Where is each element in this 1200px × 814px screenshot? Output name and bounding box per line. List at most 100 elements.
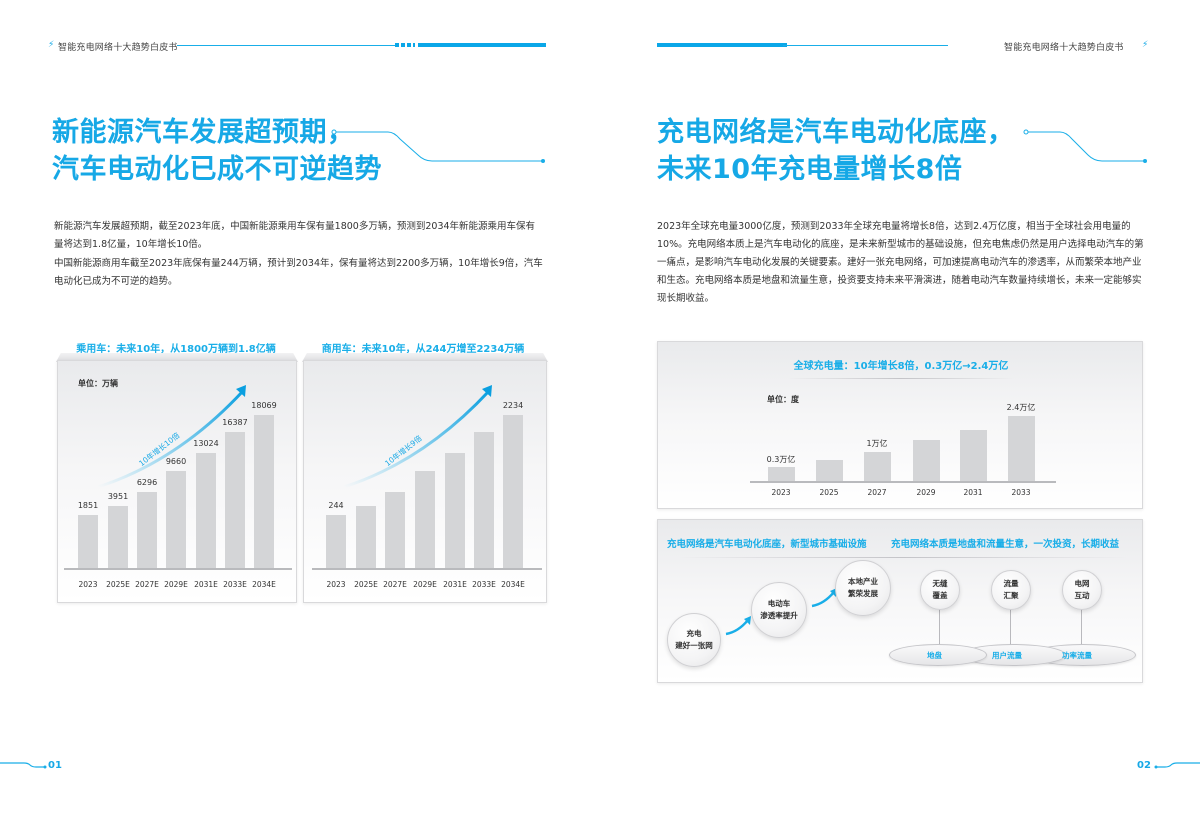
bar-2031E [445, 453, 465, 569]
bolt-icon: ⚡ [1142, 40, 1149, 50]
title-line-1: 新能源汽车发展超预期， [52, 117, 355, 148]
footer-line-icon [0, 762, 47, 769]
caption-divider [678, 557, 1128, 558]
pillar-line [1081, 600, 1082, 650]
intro-paragraph: 2023年全球充电量3000亿度，预测到2033年全球充电量将增长8倍，达到2.… [657, 221, 1144, 304]
pillar-label: 覆盖 [932, 591, 948, 600]
bar-2031 [960, 430, 987, 482]
pillar-label: 电网 [1074, 579, 1090, 588]
x-tick: 2027E [135, 580, 159, 589]
pillar-label: 汇聚 [1003, 591, 1019, 600]
bar-value: 1851 [77, 501, 99, 510]
bar-value: 9660 [165, 457, 187, 466]
x-tick: 2025E [106, 580, 130, 589]
x-tick: 2034E [501, 580, 525, 589]
bar-value: 13024 [193, 439, 219, 448]
bar-2033E [474, 432, 494, 569]
x-tick: 2027E [383, 580, 407, 589]
bar-2027E [137, 492, 157, 569]
x-axis [312, 568, 542, 570]
x-tick: 2029E [413, 580, 437, 589]
bar-2033E [225, 432, 245, 569]
running-header: 智能充电网络十大趋势白皮书 [1004, 43, 1124, 53]
step-label: 电动车 [767, 599, 791, 608]
pillar-line [939, 600, 940, 650]
x-tick: 2023 [326, 580, 346, 589]
bar-2029E [166, 471, 186, 569]
caption-divider [788, 378, 1014, 379]
title-line-1: 充电网络是汽车电动化底座， [657, 117, 1015, 148]
x-tick: 2029E [164, 580, 188, 589]
circuit-line-icon [331, 129, 545, 163]
growth-arrow-icon [98, 385, 246, 489]
pillar-line [1010, 600, 1011, 650]
step-label: 充电 [686, 629, 702, 638]
bar-value: 2.4万亿 [1006, 403, 1036, 412]
page-number: 01 [48, 760, 62, 771]
unit-label: 单位：度 [767, 395, 799, 404]
step-build-network: 充电 建好一张网 [667, 613, 721, 667]
bar-2025E [108, 506, 128, 569]
pillar-label: 无缝 [932, 579, 948, 588]
bar-2034E [254, 415, 274, 569]
arrow-icon [725, 616, 751, 636]
intro-paragraph-1: 新能源汽车发展超预期，截至2023年底，中国新能源乘用车保有量1800多万辆，预… [54, 221, 536, 250]
bar-2033 [1008, 416, 1035, 482]
base-territory [889, 644, 987, 666]
step-label: 本地产业 [848, 577, 878, 586]
footer-line-icon [1154, 762, 1200, 769]
step-label: 建好一张网 [675, 641, 713, 650]
growth-arrow-icon [344, 385, 492, 489]
network-diagram: 充电网络是汽车电动化底座，新型城市基础设施 充电网络本质是地盘和流量生意，一次投… [657, 519, 1143, 683]
diagram-caption-left: 充电网络是汽车电动化底座，新型城市基础设施 [667, 539, 867, 550]
step-label: 渗透率提升 [760, 611, 798, 620]
bar-value: 2234 [502, 401, 524, 410]
bar-value: 1万亿 [866, 439, 888, 448]
bolt-icon: ⚡ [48, 40, 55, 50]
x-tick: 2023 [771, 488, 791, 497]
chart-frame-top [56, 353, 298, 362]
step-label: 繁荣发展 [848, 589, 878, 598]
page-number: 02 [1137, 760, 1151, 771]
bar-value: 3951 [107, 492, 129, 501]
bar-2029 [913, 440, 940, 482]
header-rule [783, 45, 948, 46]
x-tick: 2025E [354, 580, 378, 589]
running-header: 智能充电网络十大趋势白皮书 [58, 43, 178, 53]
x-tick: 2027 [867, 488, 887, 497]
title-line-2: 未来10年充电量增长8倍 [657, 154, 963, 185]
bar-2023 [326, 515, 346, 569]
bar-2023 [78, 515, 98, 569]
chart-charging-volume: 全球充电量：10年增长8倍，0.3万亿→2.4万亿 单位：度 0.3万亿 1万亿… [657, 341, 1143, 509]
chart-commercial: 10年增长9倍 244 2234 2023 2025E 2027E 2029E … [303, 360, 547, 603]
diagram-caption-right: 充电网络本质是地盘和流量生意，一次投资，长期收益 [891, 539, 1120, 550]
header-rule [177, 45, 395, 46]
x-tick: 2033 [1011, 488, 1031, 497]
title-line-2: 汽车电动化已成不可逆趋势 [52, 154, 382, 185]
circuit-line-icon [1023, 129, 1147, 163]
pillar-label: 流量 [1003, 579, 1019, 588]
pillar-traffic-aggregation: 流量 汇聚 [991, 570, 1031, 610]
bar-2025E [356, 506, 376, 569]
bar-2027 [864, 452, 891, 482]
x-tick: 2034E [252, 580, 276, 589]
x-tick: 2023 [78, 580, 98, 589]
pillar-grid-interaction: 电网 互动 [1062, 570, 1102, 610]
chart-title-commercial: 商用车：未来10年，从244万增至2234万辆 [321, 344, 525, 355]
page-title: 新能源汽车发展超预期， 汽车电动化已成不可逆趋势 [52, 114, 382, 188]
bar-value: 6296 [136, 478, 158, 487]
chart-title-charging: 全球充电量：10年增长8倍，0.3万亿→2.4万亿 [793, 361, 1009, 372]
header-rule-thick [418, 43, 546, 47]
x-tick: 2029 [916, 488, 936, 497]
base-label: 用户流量 [992, 651, 1022, 660]
chart-passenger: 单位：万辆 10年增长10倍 1851 3951 6296 9660 13024… [57, 360, 297, 603]
x-tick: 2033E [223, 580, 247, 589]
bar-2025 [816, 460, 843, 482]
header-dashes [395, 43, 425, 47]
header-rule-thick [657, 43, 787, 47]
bar-2029E [415, 471, 435, 569]
bar-value: 16387 [222, 418, 248, 427]
bar-2034E [503, 415, 523, 569]
step-local-industry: 本地产业 繁荣发展 [835, 560, 891, 616]
x-tick: 2031 [963, 488, 983, 497]
